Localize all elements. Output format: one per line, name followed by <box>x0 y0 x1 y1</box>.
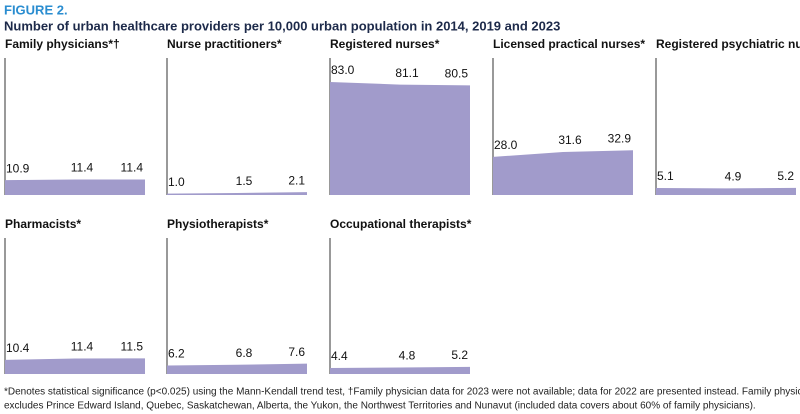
value-label: 7.6 <box>288 345 305 359</box>
value-label: 28.0 <box>494 138 518 152</box>
area <box>330 366 470 374</box>
footnote: *Denotes statistical significance (p<0.0… <box>4 387 800 398</box>
panel-title: Licensed practical nurses* <box>493 37 645 51</box>
area <box>167 363 307 374</box>
value-label: 11.4 <box>121 161 144 175</box>
value-label: 81.1 <box>395 66 419 80</box>
figure-label: FIGURE 2. <box>4 2 68 17</box>
value-label: 31.6 <box>558 133 582 147</box>
panel-title: Occupational therapists* <box>330 217 472 231</box>
panel-title: Registered nurses* <box>330 37 440 51</box>
area <box>5 358 145 374</box>
panel-title: Nurse practitioners* <box>167 37 282 51</box>
value-label: 11.5 <box>121 340 144 354</box>
panel-title: Registered psychiatric nurses <box>656 37 800 51</box>
panel-title: Pharmacists* <box>5 217 81 231</box>
value-label: 6.8 <box>236 346 253 360</box>
value-label: 4.9 <box>725 170 742 184</box>
value-label: 80.5 <box>445 67 469 81</box>
value-label: 83.0 <box>331 63 355 77</box>
value-label: 1.5 <box>236 174 253 188</box>
area <box>167 192 307 195</box>
value-label: 10.9 <box>6 161 30 175</box>
footnote: excludes Prince Edward Island, Quebec, S… <box>4 401 756 412</box>
value-label: 4.8 <box>399 349 416 363</box>
value-label: 11.4 <box>71 340 94 354</box>
panel-title: Family physicians*† <box>5 37 120 51</box>
figure-title: Number of urban healthcare providers per… <box>4 18 560 33</box>
value-label: 1.0 <box>168 175 185 189</box>
value-label: 5.2 <box>777 169 794 183</box>
value-label: 6.2 <box>168 347 185 361</box>
value-label: 11.4 <box>71 161 94 175</box>
area <box>656 187 796 195</box>
area <box>5 179 145 195</box>
value-label: 5.1 <box>657 169 674 183</box>
panel-title: Physiotherapists* <box>167 217 269 231</box>
value-label: 10.4 <box>6 341 30 355</box>
value-label: 5.2 <box>451 348 468 362</box>
value-label: 4.4 <box>331 349 348 363</box>
value-label: 2.1 <box>288 173 305 187</box>
value-label: 32.9 <box>608 131 632 145</box>
area <box>330 82 470 195</box>
area <box>493 150 633 195</box>
